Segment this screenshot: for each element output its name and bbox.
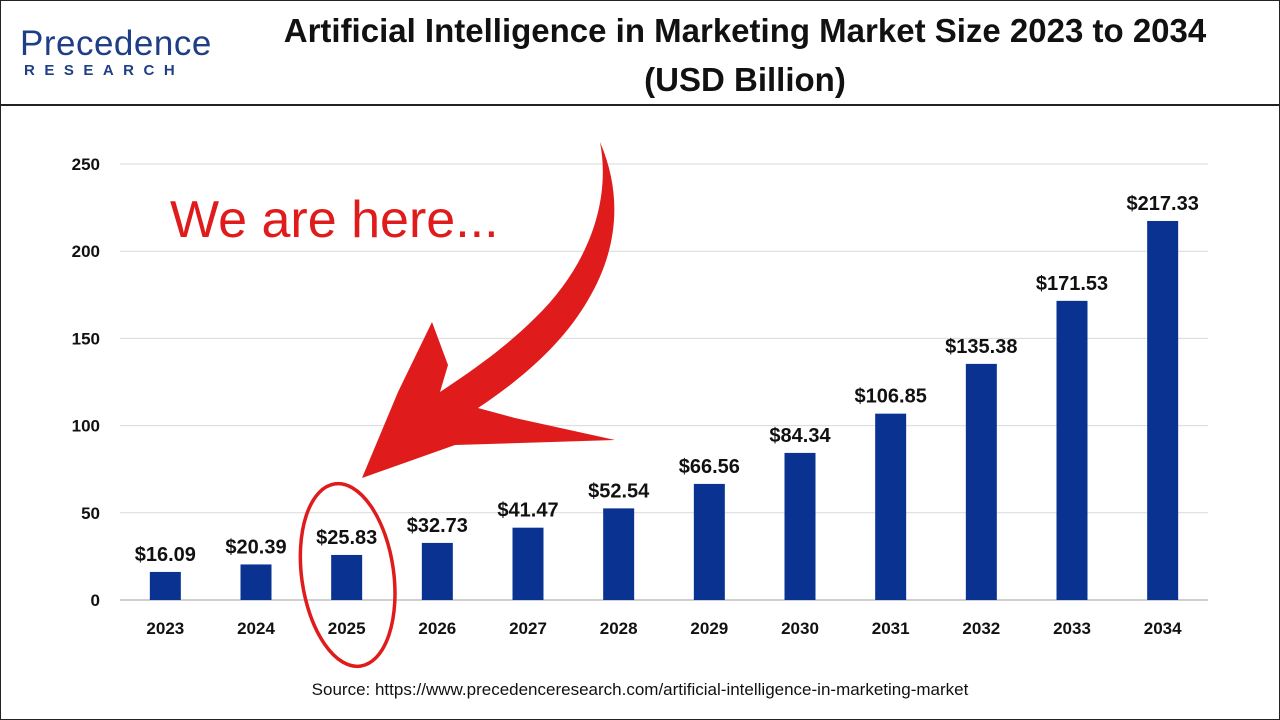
bar-2023 (149, 571, 181, 600)
y-tick-label-200: 200 (72, 242, 100, 261)
bar-2029 (693, 483, 725, 600)
x-tick-label-2030: 2030 (781, 619, 819, 638)
bar-2025 (331, 554, 363, 600)
x-tick-label-2023: 2023 (146, 619, 184, 638)
bar-2024 (240, 564, 272, 600)
data-label-2031: $106.85 (855, 386, 927, 408)
data-label-2028: $52.54 (588, 480, 650, 502)
logo: Precedence RESEARCH (20, 26, 220, 86)
source-note: Source: https://www.precedenceresearch.c… (311, 680, 969, 699)
data-label-2023: $16.09 (135, 544, 196, 566)
annotation-text: We are here... (170, 191, 499, 249)
y-tick-label-250: 250 (72, 155, 100, 174)
y-tick-label-0: 0 (91, 591, 100, 610)
data-label-2032: $135.38 (945, 336, 1017, 358)
data-label-2030: $84.34 (769, 425, 831, 447)
x-tick-label-2026: 2026 (418, 619, 456, 638)
bar-2033 (1056, 300, 1088, 600)
data-label-2026: $32.73 (407, 515, 468, 537)
data-label-2025: $25.83 (316, 527, 377, 549)
bar-chart: 0 50 100 150 200 250 $16.09 2023 $20.39 2024 $25.8… (72, 142, 1208, 669)
y-tick-label-50: 50 (81, 504, 100, 523)
annotation-arrow (362, 142, 615, 478)
x-tick-label-2028: 2028 (600, 619, 638, 638)
bar-2032 (965, 363, 997, 600)
x-tick-label-2032: 2032 (962, 619, 1000, 638)
x-tick-label-2024: 2024 (237, 619, 275, 638)
x-tick-label-2025: 2025 (328, 619, 366, 638)
bar-2026 (421, 542, 453, 600)
bar-2034 (1147, 220, 1179, 600)
x-tick-label-2029: 2029 (690, 619, 728, 638)
y-tick-label-150: 150 (72, 329, 100, 348)
x-tick-label-2034: 2034 (1144, 619, 1182, 638)
chart-title: Artificial Intelligence in Marketing Mar… (283, 12, 1207, 98)
y-tick-label-100: 100 (72, 417, 100, 436)
bar-2030 (784, 452, 816, 600)
bar-2028 (603, 508, 635, 600)
bar-2031 (875, 413, 907, 600)
data-label-2029: $66.56 (679, 456, 740, 478)
data-label-2024: $20.39 (225, 536, 286, 558)
x-tick-label-2033: 2033 (1053, 619, 1091, 638)
data-label-2027: $41.47 (497, 500, 558, 522)
data-label-2034: $217.33 (1127, 193, 1199, 215)
x-tick-label-2027: 2027 (509, 619, 547, 638)
data-label-2033: $171.53 (1036, 273, 1108, 295)
logo-sub-text: RESEARCH (24, 62, 185, 79)
header: Precedence RESEARCH Artificial Intellige… (0, 0, 1280, 106)
bar-2027 (512, 527, 544, 600)
highlight-ellipse (298, 481, 397, 669)
x-tick-label-2031: 2031 (872, 619, 910, 638)
logo-main-text: Precedence (20, 24, 212, 63)
